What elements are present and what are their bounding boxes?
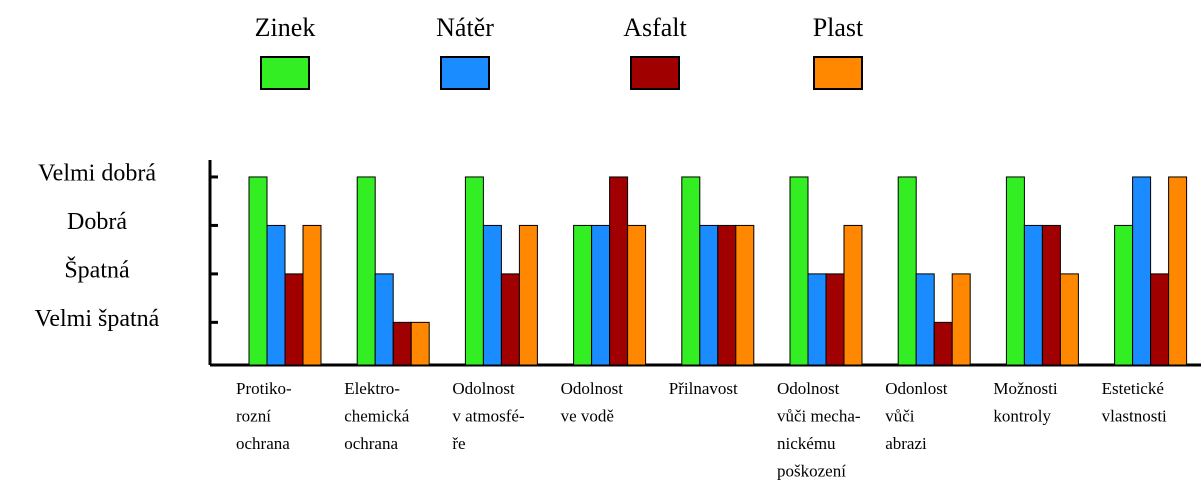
x-tick-label: rozní <box>236 406 271 425</box>
x-tick-label: Odolnost <box>452 379 515 398</box>
bar <box>717 224 737 366</box>
bar <box>1132 176 1152 366</box>
legend-swatch <box>260 56 310 90</box>
bar <box>897 176 917 366</box>
bar <box>591 224 611 366</box>
bar <box>807 273 827 366</box>
x-tick-label: nickému <box>777 434 836 453</box>
x-tick-label: abrazi <box>885 434 927 453</box>
bar <box>1005 176 1025 366</box>
legend-label: Zinek <box>255 13 316 42</box>
bar <box>1114 224 1134 366</box>
legend-swatch <box>813 56 863 90</box>
y-tick-label: Velmi špatná <box>35 306 160 332</box>
bar <box>609 176 629 366</box>
x-tick-label: Odolnost <box>561 379 624 398</box>
x-tick-label: ochrana <box>236 434 290 453</box>
bar <box>374 273 394 366</box>
x-tick-label: chemická <box>344 406 410 425</box>
bar <box>266 224 286 366</box>
bar <box>573 224 593 366</box>
bar <box>302 224 322 366</box>
x-tick-label: Protiko- <box>236 379 292 398</box>
x-tick-label: Elektro- <box>344 379 400 398</box>
x-tick-label: poškození <box>777 461 846 480</box>
bar <box>699 224 719 366</box>
legend-label: Asfalt <box>623 13 687 42</box>
bar <box>735 224 755 366</box>
x-tick-label: vůči <box>885 406 915 425</box>
bar <box>1041 224 1061 366</box>
y-tick-label: Velmi dobrá <box>38 160 156 186</box>
y-tick-label: Špatná <box>64 256 130 283</box>
bar <box>410 321 430 366</box>
bar <box>248 176 268 366</box>
bar <box>500 273 520 366</box>
bar <box>843 224 863 366</box>
bar <box>681 176 701 366</box>
legend-label: Nátěr <box>436 13 494 42</box>
bar <box>392 321 412 366</box>
bar <box>1150 273 1170 366</box>
x-tick-label: vůči mecha- <box>777 406 861 425</box>
legend-label: Plast <box>813 13 864 42</box>
x-tick-label: v atmosfé- <box>452 406 525 425</box>
bar <box>951 273 971 366</box>
bar <box>627 224 647 366</box>
x-tick-label: Odonlost <box>885 379 948 398</box>
bar <box>1023 224 1043 366</box>
x-tick-label: Přilnavost <box>669 379 738 398</box>
bar <box>1168 176 1188 366</box>
x-tick-label: vlastnosti <box>1102 406 1167 425</box>
bar <box>518 224 538 366</box>
x-tick-label: Odolnost <box>777 379 840 398</box>
x-tick-label: Estetické <box>1102 379 1164 398</box>
x-tick-label: kontroly <box>993 406 1051 425</box>
legend-swatch <box>440 56 490 90</box>
y-tick-label: Dobrá <box>67 209 127 235</box>
bar <box>933 321 953 366</box>
x-tick-label: Možnosti <box>993 379 1058 398</box>
x-tick-label: ře <box>452 434 465 453</box>
bar <box>482 224 502 366</box>
x-tick-label: ve vodě <box>561 406 614 425</box>
bar <box>464 176 484 366</box>
legend-swatch <box>630 56 680 90</box>
bar <box>915 273 935 366</box>
bar <box>825 273 845 366</box>
x-tick-label: ochrana <box>344 434 398 453</box>
bar <box>356 176 376 366</box>
bar <box>1059 273 1079 366</box>
bar <box>789 176 809 366</box>
bar <box>284 273 304 366</box>
